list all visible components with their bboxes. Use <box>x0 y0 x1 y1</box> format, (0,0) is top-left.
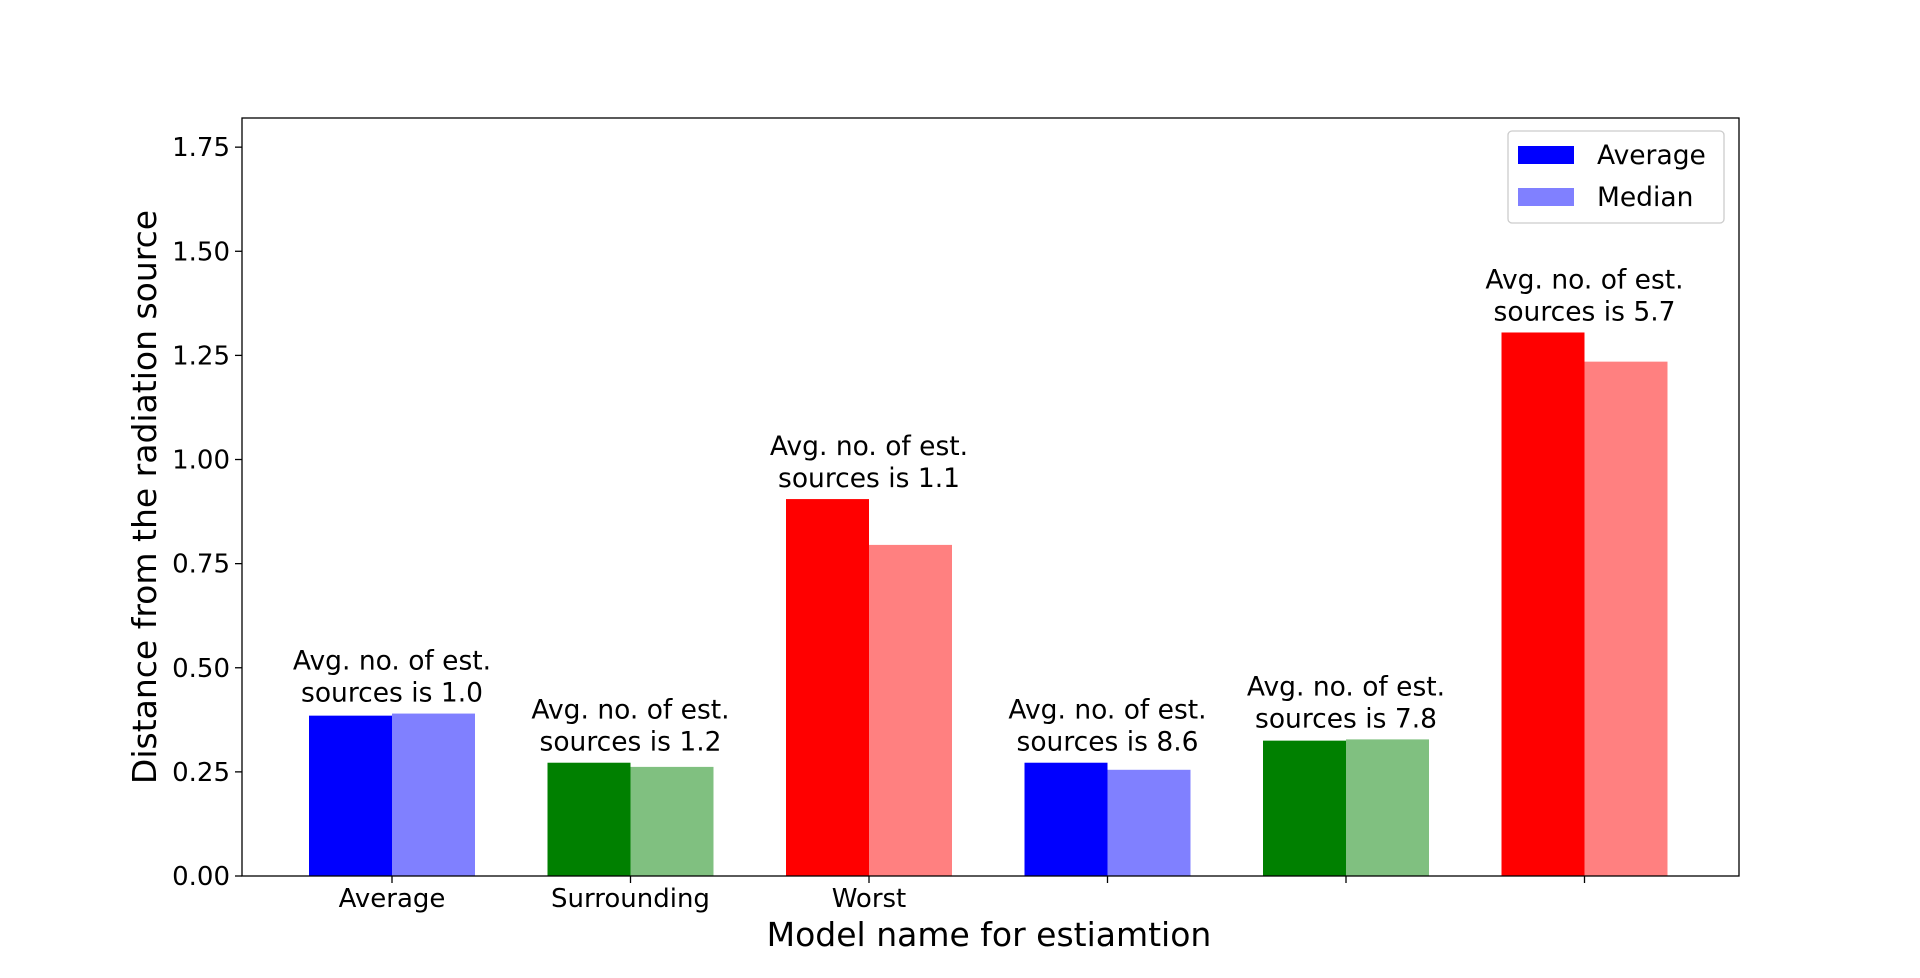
bar-average-4 <box>1024 762 1108 876</box>
legend-label-median: Median <box>1597 182 1693 213</box>
annotation-3-line1: Avg. no. of est. <box>770 431 968 462</box>
bar-average-3 <box>786 499 869 876</box>
annotation-4-line1: Avg. no. of est. <box>1008 695 1206 726</box>
annotation-5-line2: sources is 7.8 <box>1255 703 1437 734</box>
bar-median-1 <box>392 713 475 876</box>
y-axis: 0.00 0.25 0.50 0.75 1.00 1.25 1.50 1.75 <box>172 133 242 892</box>
y-tick-label-8: 1.75 <box>172 133 230 163</box>
y-tick-label-7: 1.50 <box>172 237 230 267</box>
bar-average-2 <box>547 762 631 876</box>
annotation-6-line1: Avg. no. of est. <box>1485 264 1683 295</box>
annotation-4-line2: sources is 8.6 <box>1017 727 1199 758</box>
y-tick-label-1: 0.00 <box>172 862 230 892</box>
bar-median-3 <box>869 544 952 876</box>
x-axis: Average Surrounding Worst <box>339 876 1586 914</box>
bars-layer <box>309 332 1668 877</box>
y-tick-label-6: 1.25 <box>172 341 230 371</box>
annotation-6-line2: sources is 5.7 <box>1494 296 1676 327</box>
x-tick-label-3: Worst <box>832 884 907 914</box>
plot-frame <box>241 117 1740 877</box>
y-tick-label-4: 0.75 <box>172 550 230 580</box>
bar-median-2 <box>630 766 714 876</box>
y-tick-label-3: 0.50 <box>172 654 230 684</box>
y-axis-title: Distance from the radiation source <box>125 210 164 784</box>
annotation-1-line1: Avg. no. of est. <box>293 646 491 677</box>
annotation-2-line1: Avg. no. of est. <box>531 695 729 726</box>
bar-average-5 <box>1263 740 1346 876</box>
legend-label-average: Average <box>1597 140 1706 171</box>
y-tick-label-2: 0.25 <box>172 758 230 788</box>
y-tick-label-5: 1.00 <box>172 446 230 476</box>
bar-average-6 <box>1501 332 1585 876</box>
x-tick-label-2: Surrounding <box>551 884 710 914</box>
bar-median-5 <box>1346 739 1429 876</box>
x-axis-title: Model name for estiamtion <box>767 915 1212 954</box>
annotation-2-line2: sources is 1.2 <box>540 727 722 758</box>
x-tick-label-1: Average <box>339 884 446 914</box>
annotation-3-line2: sources is 1.1 <box>778 463 960 494</box>
annotation-1-line2: sources is 1.0 <box>301 678 483 709</box>
annotation-5-line1: Avg. no. of est. <box>1247 671 1445 702</box>
bar-average-1 <box>309 715 392 876</box>
legend-swatch-average <box>1518 146 1574 164</box>
legend-swatch-median <box>1518 188 1574 206</box>
legend: Average Median <box>1507 130 1725 224</box>
bar-median-6 <box>1584 361 1668 877</box>
bar-median-4 <box>1107 769 1191 876</box>
